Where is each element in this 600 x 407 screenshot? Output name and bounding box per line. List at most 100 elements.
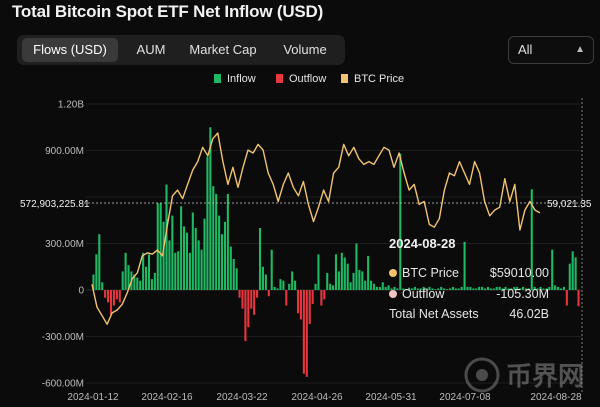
tab-flows[interactable]: Flows (USD) — [22, 38, 118, 62]
inflow-bar — [343, 257, 346, 290]
inflow-bar — [191, 212, 194, 290]
outflow-bar — [267, 290, 270, 297]
inflow-bar — [524, 288, 527, 290]
inflow-bar — [492, 288, 495, 290]
inflow-bar — [258, 228, 262, 290]
legend-outflow[interactable]: Outflow — [276, 73, 326, 85]
inflow-bar — [183, 226, 186, 290]
outflow-bar — [241, 290, 244, 309]
watermark-text: 币界网 — [506, 361, 584, 391]
inflow-bar — [521, 286, 525, 290]
y-axis-labels: 1.20B 900.00M 300.00M 0 -300.00M -600.00M — [42, 100, 85, 390]
legend-inflow[interactable]: Inflow — [214, 73, 256, 85]
inflow-bar — [475, 288, 478, 290]
inflow-bar — [332, 285, 335, 290]
inflow-bar — [443, 288, 446, 290]
y-tick-label: -600.00M — [42, 379, 84, 390]
tooltip-total-net-assets-label: Total Net Assets — [389, 307, 479, 321]
inflow-bar — [92, 274, 95, 290]
tooltip-total-net-assets-value: 46.02B — [509, 307, 549, 321]
inflow-bar — [226, 193, 229, 290]
outflow-bar — [244, 290, 247, 342]
tooltip-row-btc-price: BTC Price $59010.00 — [389, 266, 549, 280]
inflow-bar — [101, 282, 104, 290]
inflow-bar — [431, 288, 434, 290]
inflow-bar — [364, 280, 367, 290]
outflow-bar — [308, 290, 311, 325]
inflow-bar — [212, 186, 215, 290]
x-tick-label: 2024-04-26 — [291, 392, 343, 403]
inflow-bar — [557, 286, 560, 290]
inflow-bar — [495, 286, 498, 290]
inflow-bar — [346, 263, 349, 290]
y-tick-label: 1.20B — [58, 100, 84, 111]
inflow-bar — [574, 257, 577, 290]
inflow-bar — [481, 286, 484, 290]
inflow-bar — [358, 269, 361, 290]
crosshair-right-value: 59,021.35 — [547, 199, 592, 210]
inflow-bar — [428, 286, 431, 290]
inflow-bar — [402, 288, 405, 290]
inflow-bar — [121, 271, 124, 290]
tooltip-btc-price-value: $59010.00 — [489, 266, 549, 280]
inflow-bar — [416, 288, 419, 290]
inflow-bar — [326, 272, 329, 290]
y-tick-label: 0 — [78, 286, 84, 297]
inflow-bar — [334, 254, 338, 290]
inflow-bar — [554, 285, 557, 290]
inflow-bar — [387, 285, 390, 290]
inflow-bar — [413, 286, 416, 290]
outflow-bar — [250, 290, 253, 309]
inflow-bar — [223, 221, 227, 290]
outflow-dot-icon — [389, 290, 397, 298]
inflow-bar — [399, 153, 402, 290]
inflow-bar — [235, 268, 238, 290]
legend-inflow-swatch — [214, 74, 221, 83]
inflow-bar — [270, 249, 273, 290]
x-axis-labels: 2024-01-12 2024-02-16 2024-03-22 2024-04-26… — [67, 392, 582, 403]
y-tick-label: 900.00M — [45, 146, 84, 157]
inflow-bar — [466, 286, 469, 290]
inflow-bar — [533, 286, 536, 290]
inflow-bar — [124, 252, 127, 290]
inflow-bar — [352, 272, 355, 290]
tab-aum[interactable]: AUM — [136, 42, 166, 57]
inflow-bar — [168, 240, 171, 290]
view-tabs: Flows (USD) AUM Market Cap Volume — [17, 35, 345, 65]
inflow-bar — [454, 288, 457, 290]
range-select[interactable]: All ▲︎ — [508, 36, 594, 64]
inflow-bar — [139, 280, 142, 290]
inflow-bar — [209, 127, 212, 290]
inflow-bar — [463, 241, 466, 290]
tab-volume[interactable]: Volume — [283, 42, 327, 57]
inflow-bar — [498, 286, 501, 290]
watermark: 币界网 — [464, 357, 584, 393]
legend-btc-price-label: BTC Price — [354, 73, 405, 85]
outflow-bar — [285, 290, 288, 306]
inflow-bar — [145, 266, 148, 290]
outflow-bar — [302, 290, 305, 374]
inflow-bar — [200, 249, 203, 290]
tooltip-row-outflow: Outflow -105.30M — [389, 287, 549, 301]
inflow-bar — [174, 252, 177, 290]
x-tick-label: 2024-02-16 — [141, 392, 193, 403]
inflow-bar — [568, 263, 571, 290]
inflow-bar — [133, 274, 136, 290]
btc-price-line — [91, 132, 541, 325]
watermark-logo-icon — [464, 357, 500, 393]
tooltip-date: 2024-08-28 — [389, 236, 456, 251]
inflow-bar — [127, 265, 130, 290]
legend-btc-price[interactable]: BTC Price — [341, 73, 404, 85]
inflow-bar — [185, 232, 189, 290]
inflow-bar — [460, 286, 463, 290]
inflow-bar — [372, 283, 376, 290]
tooltip-btc-price-label: BTC Price — [402, 266, 459, 280]
x-tick-label: 2024-07-08 — [439, 392, 491, 403]
tab-market-cap[interactable]: Market Cap — [189, 42, 257, 57]
outflow-bar — [115, 290, 118, 300]
outflow-bar — [577, 290, 580, 307]
inflow-bar — [542, 288, 545, 290]
inflow-bar — [408, 287, 411, 290]
inflow-bar — [469, 286, 472, 290]
